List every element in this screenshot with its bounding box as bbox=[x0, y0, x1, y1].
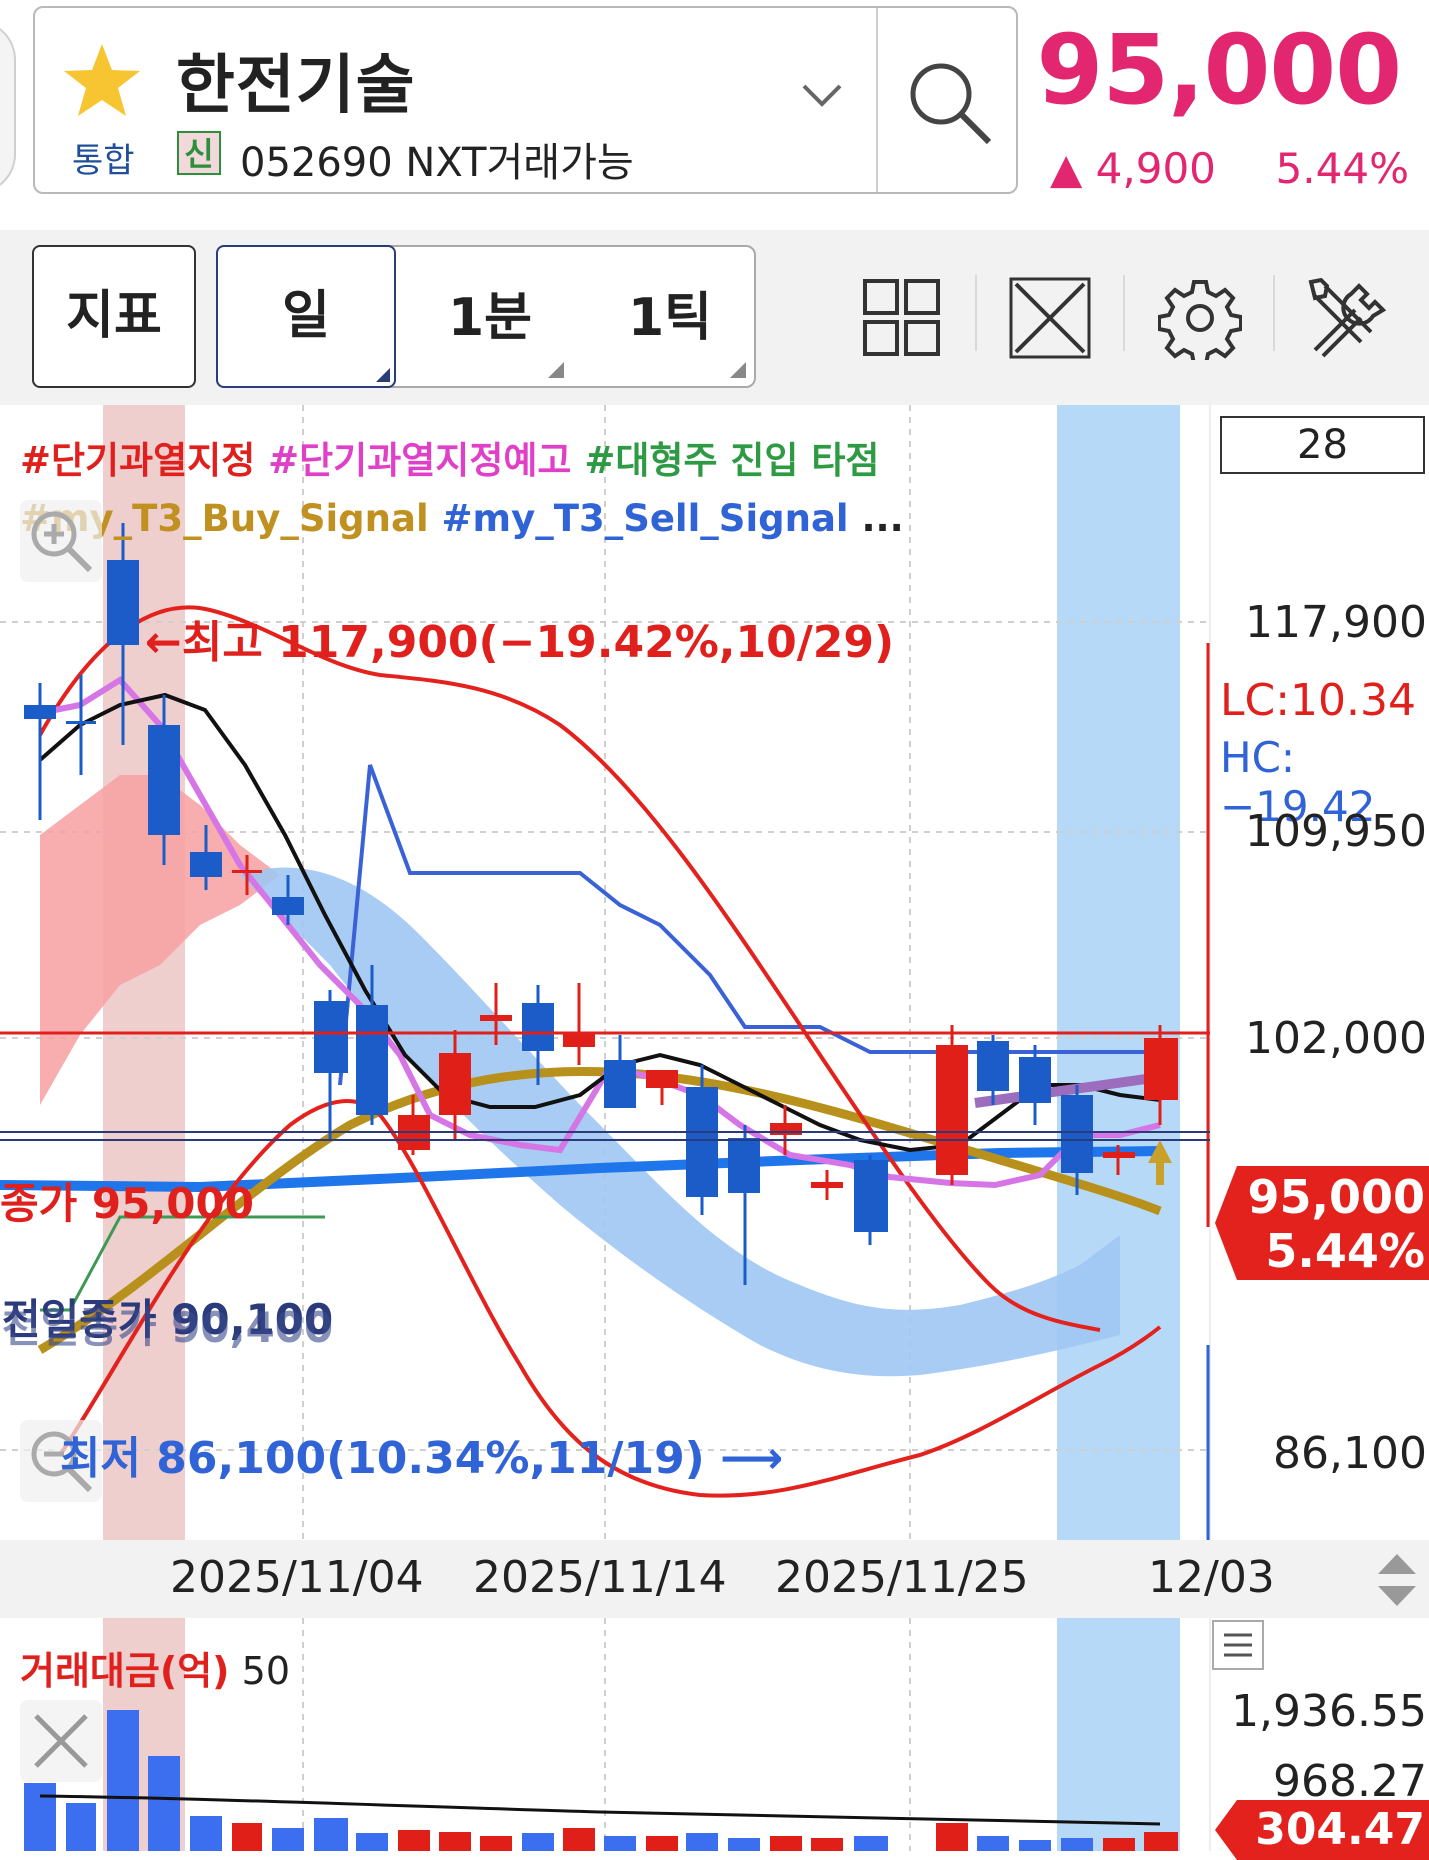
market-tag: 통합 bbox=[72, 141, 135, 181]
zoom-out-icon[interactable] bbox=[20, 1420, 102, 1502]
search-icon[interactable] bbox=[905, 58, 995, 148]
indicator-button[interactable]: 지표 bbox=[32, 245, 196, 388]
hc-label: HC:−19.42 bbox=[1220, 733, 1376, 831]
legend-line-1: #단기과열지정 #단기과열지정예고 #대형주 진입 타점 bbox=[20, 430, 879, 484]
y-tick: 109,950 bbox=[1245, 806, 1427, 857]
volume-y-tick: 968.27 bbox=[1273, 1756, 1427, 1807]
chevron-down-icon[interactable] bbox=[800, 80, 844, 110]
corner-mark-icon bbox=[548, 362, 564, 378]
x-axis bbox=[0, 1540, 1429, 1618]
price-change-percent: 5.44% bbox=[1275, 144, 1409, 193]
period-1tick-button[interactable]: 1틱 bbox=[627, 288, 713, 348]
volume-y-tick: 1,936.55 bbox=[1231, 1686, 1427, 1737]
divider bbox=[975, 275, 977, 351]
divider bbox=[1273, 275, 1275, 351]
y-tick: 86,100 bbox=[1273, 1428, 1427, 1479]
price-tag-value: 95,000 bbox=[1247, 1170, 1425, 1224]
current-price-tag: 95,000 5.44% bbox=[1215, 1166, 1429, 1280]
volume-period: 50 bbox=[241, 1649, 290, 1693]
candle-count-box[interactable]: 28 bbox=[1220, 416, 1425, 474]
legend-short-term-overheat[interactable]: #단기과열지정 bbox=[20, 439, 256, 482]
prev-close-label: 전일종가 90,100 bbox=[2, 1295, 334, 1344]
candles bbox=[24, 523, 1178, 1285]
x-tick: 2025/11/14 bbox=[473, 1552, 727, 1603]
high-price-annotation: ←최고 117,900(−19.42%,10/29) bbox=[145, 617, 895, 668]
legend-more[interactable]: ... bbox=[861, 497, 904, 540]
menu-icon[interactable] bbox=[1212, 1620, 1264, 1670]
prev-close-label-overlap: 천일종가 90,400 bbox=[2, 1303, 334, 1352]
divider bbox=[1123, 275, 1125, 351]
period-1min-button[interactable]: 1분 bbox=[447, 288, 533, 348]
corner-mark-icon bbox=[730, 362, 746, 378]
volume-label: 거래대금(억) bbox=[20, 1649, 230, 1693]
close-icon[interactable] bbox=[20, 1700, 102, 1782]
x-tick: 2025/11/04 bbox=[170, 1552, 424, 1603]
grid-layout-icon[interactable] bbox=[862, 278, 942, 358]
divider bbox=[876, 8, 878, 192]
left-edge-tab[interactable] bbox=[0, 20, 16, 194]
legend-t3-sell-signal[interactable]: #my_T3_Sell_Signal bbox=[441, 497, 849, 540]
y-tick: 117,900 bbox=[1245, 597, 1427, 648]
tools-icon[interactable] bbox=[1305, 276, 1389, 360]
stock-name: 한전기술 bbox=[176, 49, 416, 123]
legend-overheat-warning[interactable]: #단기과열지정예고 bbox=[268, 439, 572, 482]
price-chart-area[interactable] bbox=[0, 405, 1429, 1540]
lc-label: LC:10.34 bbox=[1220, 675, 1417, 726]
gear-icon[interactable] bbox=[1157, 276, 1243, 366]
stock-selector[interactable] bbox=[33, 6, 1018, 194]
favorite-star-icon[interactable] bbox=[62, 40, 142, 120]
zoom-in-icon[interactable] bbox=[20, 500, 102, 582]
legend-large-cap-entry[interactable]: #대형주 진입 타점 bbox=[584, 439, 880, 482]
volume-title: 거래대금(억) 50 bbox=[20, 1640, 290, 1695]
axis-scroll-arrows-icon[interactable] bbox=[1372, 1552, 1422, 1608]
credit-badge: 신 bbox=[177, 131, 221, 175]
legend-line-2: #my_T3_Buy_Signal #my_T3_Sell_Signal ... bbox=[20, 497, 904, 540]
volume-last-tag: 304.47 bbox=[1215, 1800, 1429, 1860]
close-price-label: 종가 95,000 bbox=[0, 1179, 254, 1228]
y-tick: 102,000 bbox=[1245, 1013, 1427, 1064]
corner-mark-icon bbox=[376, 368, 390, 382]
x-tick: 2025/11/25 bbox=[775, 1552, 1029, 1603]
volume-last-value: 304.47 bbox=[1255, 1804, 1425, 1855]
price-tag-percent: 5.44% bbox=[1265, 1224, 1425, 1278]
expand-icon[interactable] bbox=[1008, 276, 1092, 360]
volume-panel[interactable] bbox=[0, 1618, 1429, 1851]
price-change: ▲ 4,900 bbox=[1050, 144, 1216, 193]
low-price-annotation: 최저 86,100(10.34%,11/19) ⟶ bbox=[60, 1433, 784, 1484]
stock-code: 052690 NXT거래가능 bbox=[240, 140, 634, 186]
x-tick: 12/03 bbox=[1148, 1552, 1275, 1603]
current-price: 95,000 bbox=[1036, 14, 1402, 126]
period-day-button[interactable]: 일 bbox=[216, 245, 396, 388]
